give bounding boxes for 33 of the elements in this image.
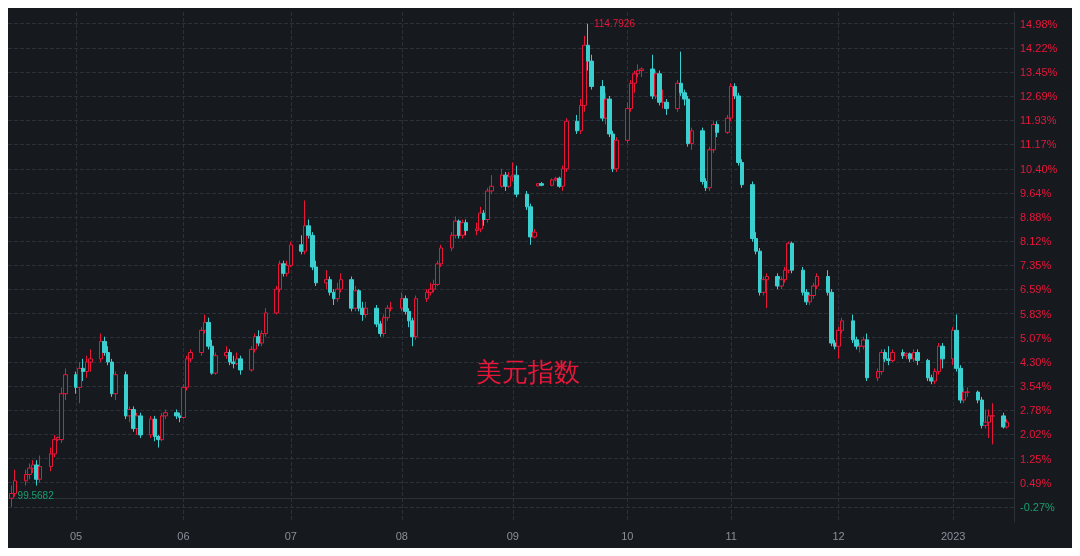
y-tick-label: 14.22% bbox=[1020, 41, 1058, 54]
y-tick-label: 6.59% bbox=[1020, 283, 1052, 296]
y-tick-label: 8.12% bbox=[1020, 235, 1052, 248]
x-tick-label: 06 bbox=[177, 529, 190, 542]
y-tick-label: 2.02% bbox=[1020, 428, 1052, 441]
y-tick-label: 11.17% bbox=[1020, 138, 1057, 151]
y-tick-label: 10.40% bbox=[1020, 162, 1058, 175]
y-tick-label: 8.88% bbox=[1020, 210, 1052, 223]
x-tick-label: 12 bbox=[832, 529, 845, 542]
y-tick-label: 12.69% bbox=[1020, 90, 1058, 103]
x-tick-label: 09 bbox=[506, 529, 519, 542]
y-tick-label: 11.93% bbox=[1020, 114, 1057, 127]
y-tick-label: 9.64% bbox=[1020, 186, 1052, 199]
x-tick-label: 07 bbox=[284, 529, 297, 542]
annotation: 114.7926 bbox=[593, 18, 636, 30]
y-tick-label: 13.45% bbox=[1020, 66, 1058, 79]
y-tick-label: 7.35% bbox=[1020, 259, 1052, 272]
x-tick-label: 10 bbox=[621, 529, 634, 542]
y-tick-label: 0.49% bbox=[1020, 476, 1052, 489]
annotation: 99.5682 bbox=[17, 490, 55, 502]
x-tick-label: 11 bbox=[725, 529, 737, 542]
y-tick-label: 5.07% bbox=[1020, 331, 1052, 344]
text: 美元指数 bbox=[475, 356, 580, 387]
x-tick-label: 2023 bbox=[940, 529, 966, 542]
y-tick-label: 5.83% bbox=[1020, 307, 1052, 320]
y-tick-label: 1.25% bbox=[1020, 452, 1052, 465]
x-tick-label: 05 bbox=[69, 529, 83, 542]
y-tick-label: 3.54% bbox=[1020, 380, 1052, 393]
y-tick-label: 14.98% bbox=[1020, 17, 1058, 30]
y-tick-label: 2.78% bbox=[1020, 404, 1052, 417]
x-tick-label: 08 bbox=[395, 529, 408, 542]
y-tick-label: 4.30% bbox=[1020, 356, 1052, 369]
y-tick-label: -0.27% bbox=[1020, 500, 1056, 513]
